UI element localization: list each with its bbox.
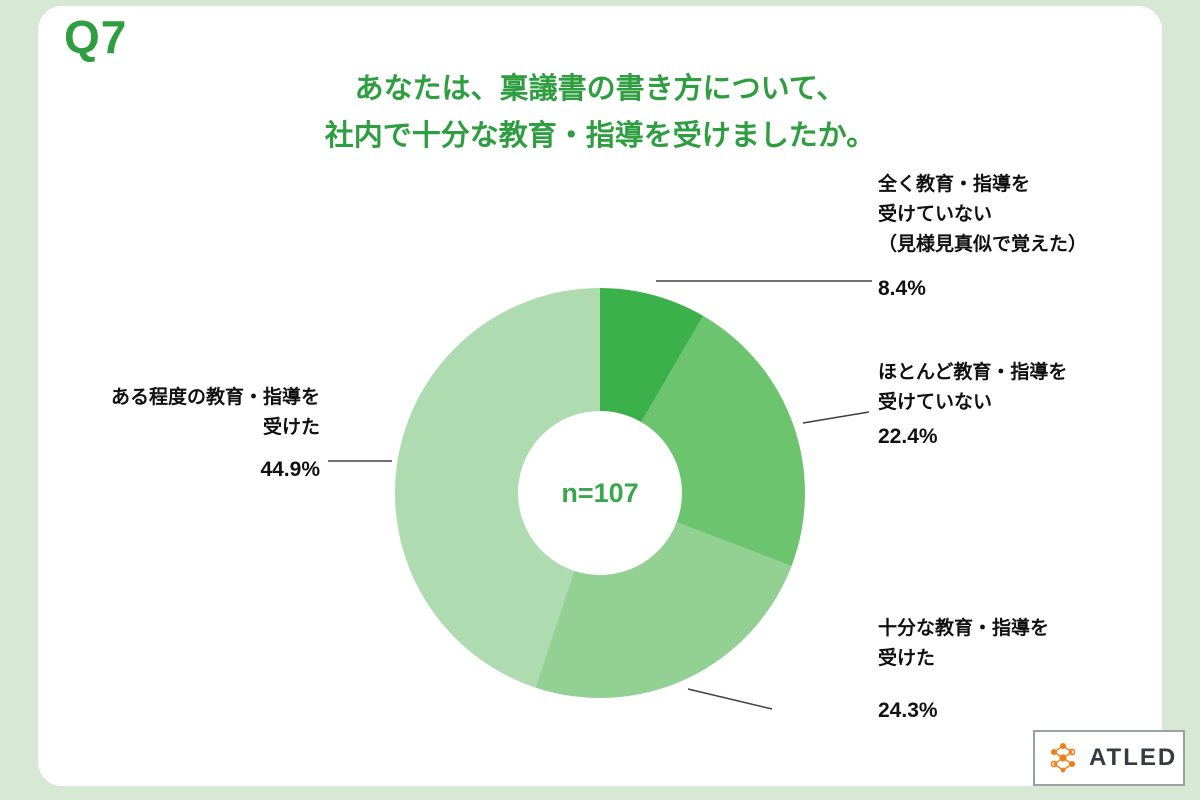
callout-seg2-line2: 受けていない bbox=[878, 392, 993, 413]
callout-seg1-percent: 8.4% bbox=[878, 277, 926, 300]
sample-size-label: n=107 bbox=[561, 478, 639, 508]
callout-seg1: 全く教育・指導を 受けていない （見様見真似で覚えた） 8.4% bbox=[878, 170, 1087, 304]
chart-title-line1: あなたは、稟議書の書き方について、 bbox=[354, 73, 846, 105]
callout-seg1-line2: 受けていない bbox=[878, 204, 993, 225]
callout-seg4-line1: ある程度の教育・指導を bbox=[110, 387, 320, 408]
callout-seg1-line1: 全く教育・指導を bbox=[878, 174, 1031, 195]
atled-logo-text: ATLED bbox=[1089, 744, 1178, 771]
callout-seg4: ある程度の教育・指導を 受けた 44.9% bbox=[40, 383, 320, 485]
chart-title-line2: 社内で十分な教育・指導を受けましたか。 bbox=[324, 120, 876, 152]
question-number: Q7 bbox=[64, 11, 128, 63]
callout-seg4-line2: 受けた bbox=[262, 417, 320, 438]
atled-logo-icon bbox=[1050, 743, 1076, 773]
chart-title: あなたは、稟議書の書き方について、 社内で十分な教育・指導を受けましたか。 bbox=[200, 66, 1000, 160]
callout-seg2-line1: ほとんど教育・指導を bbox=[878, 362, 1068, 383]
callout-seg2-percent: 22.4% bbox=[878, 425, 938, 448]
callout-seg3-line2: 受けた bbox=[878, 648, 936, 669]
callout-seg4-percent: 44.9% bbox=[260, 458, 320, 481]
callout-seg3-line1: 十分な教育・指導を bbox=[878, 618, 1050, 639]
callout-seg1-line3: （見様見真似で覚えた） bbox=[878, 234, 1088, 255]
callout-seg3: 十分な教育・指導を 受けた 24.3% bbox=[878, 614, 1049, 726]
callout-seg2: ほとんど教育・指導を 受けていない 22.4% bbox=[878, 358, 1067, 452]
atled-logo: ATLED bbox=[1033, 730, 1185, 786]
callout-seg3-percent: 24.3% bbox=[878, 699, 938, 722]
